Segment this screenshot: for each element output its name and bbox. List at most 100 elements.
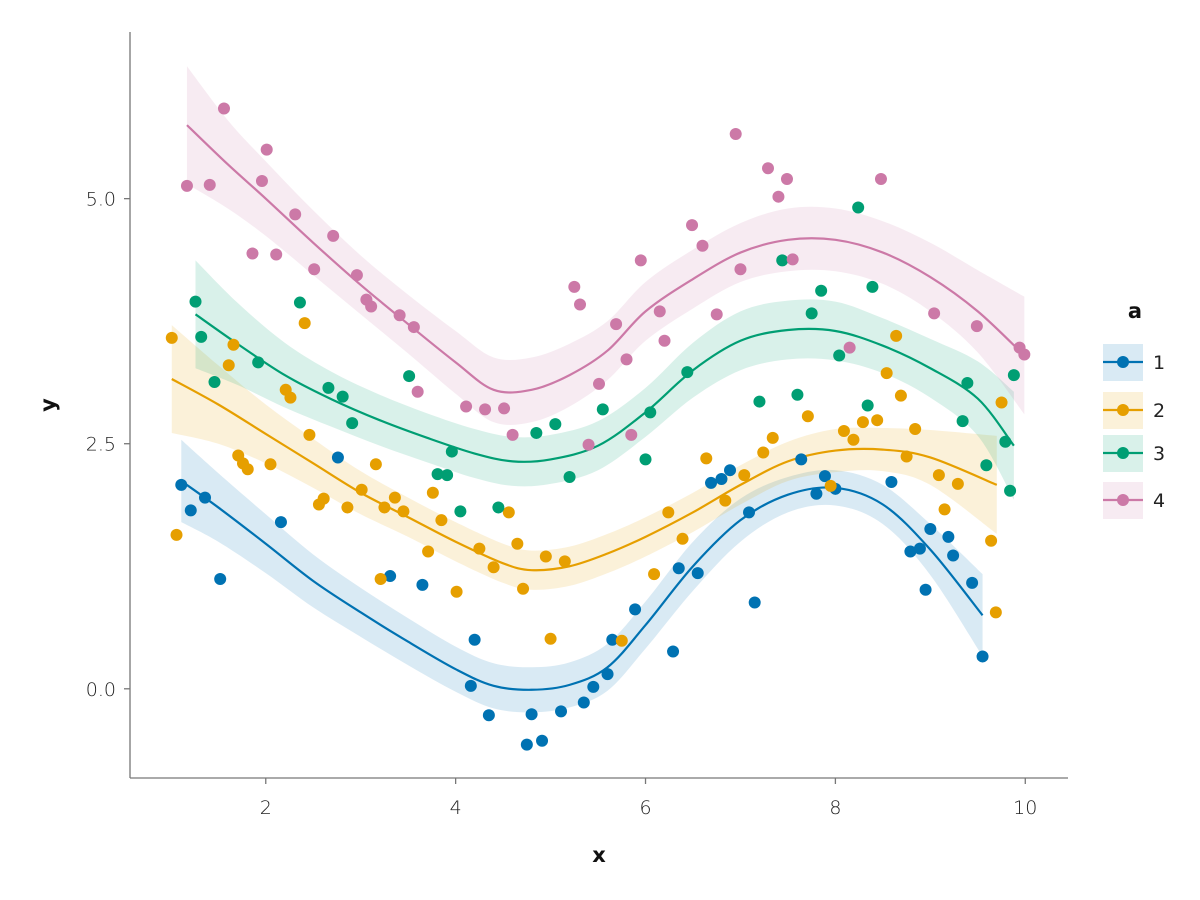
data-point-2 — [284, 391, 297, 404]
data-point-2 — [426, 486, 439, 499]
data-point-2 — [824, 479, 837, 492]
data-point-1 — [724, 464, 737, 477]
legend-label: 3 — [1153, 443, 1165, 465]
data-point-2 — [355, 483, 368, 496]
legend-item-2: 2 — [1103, 392, 1165, 429]
data-point-4 — [574, 298, 587, 311]
data-point-2 — [738, 469, 751, 482]
data-point-3 — [805, 307, 818, 320]
data-point-2 — [909, 423, 922, 436]
legend-marker — [1117, 494, 1129, 506]
data-point-2 — [700, 452, 713, 465]
data-point-3 — [445, 445, 458, 458]
data-point-3 — [189, 295, 202, 308]
data-point-4 — [217, 102, 230, 115]
data-point-3 — [322, 381, 335, 394]
data-point-4 — [327, 229, 340, 242]
data-point-2 — [951, 477, 964, 490]
data-point-4 — [610, 318, 623, 331]
data-point-4 — [350, 269, 363, 282]
data-point-4 — [653, 305, 666, 318]
data-point-4 — [246, 247, 259, 260]
data-point-2 — [539, 550, 552, 563]
legend-item-3: 3 — [1103, 435, 1165, 472]
data-point-4 — [874, 173, 887, 186]
data-point-4 — [411, 385, 424, 398]
data-point-2 — [422, 545, 435, 558]
data-point-2 — [989, 606, 1002, 619]
data-point-3 — [549, 418, 562, 431]
data-point-4 — [260, 143, 273, 156]
x-axis-title: x — [592, 843, 606, 867]
data-point-4 — [928, 307, 941, 320]
x-tick-label: 8 — [829, 797, 841, 819]
data-point-2 — [298, 317, 311, 330]
data-point-4 — [658, 334, 671, 347]
data-point-4 — [761, 162, 774, 175]
data-point-4 — [460, 400, 473, 413]
data-point-1 — [416, 578, 429, 591]
data-point-2 — [369, 458, 382, 471]
data-point-2 — [719, 494, 732, 507]
data-point-4 — [620, 353, 633, 366]
data-point-1 — [331, 451, 344, 464]
data-point-1 — [199, 491, 212, 504]
legend-label: 2 — [1153, 400, 1165, 422]
data-point-3 — [980, 459, 993, 472]
data-point-1 — [629, 603, 642, 616]
data-point-1 — [904, 545, 917, 558]
data-point-1 — [795, 453, 808, 466]
data-point-2 — [374, 573, 387, 586]
data-point-3 — [999, 435, 1012, 448]
data-point-1 — [924, 523, 937, 536]
data-point-2 — [890, 329, 903, 342]
data-point-3 — [639, 453, 652, 466]
data-point-3 — [431, 468, 444, 481]
data-point-3 — [753, 395, 766, 408]
legend: a 1 2 3 4 — [1103, 299, 1165, 519]
data-point-3 — [336, 390, 349, 403]
data-point-1 — [947, 549, 960, 562]
data-point-3 — [644, 406, 657, 419]
data-point-1 — [743, 506, 756, 519]
data-point-2 — [511, 537, 524, 550]
legend-marker — [1117, 447, 1129, 459]
data-point-2 — [932, 469, 945, 482]
data-point-2 — [900, 450, 913, 463]
data-point-1 — [810, 487, 823, 500]
data-point-1 — [384, 570, 397, 583]
data-point-2 — [227, 338, 240, 351]
data-point-1 — [520, 738, 533, 751]
data-point-1 — [577, 696, 590, 709]
data-point-2 — [222, 359, 235, 372]
data-point-2 — [170, 528, 183, 541]
data-point-4 — [568, 280, 581, 293]
legend-marker — [1117, 404, 1129, 416]
data-point-1 — [184, 504, 197, 517]
data-point-3 — [681, 366, 694, 379]
data-point-2 — [648, 568, 661, 581]
data-point-2 — [662, 506, 675, 519]
data-point-2 — [517, 582, 530, 595]
data-point-4 — [203, 178, 216, 191]
data-point-1 — [274, 516, 287, 529]
data-point-4 — [729, 127, 742, 140]
data-point-2 — [676, 532, 689, 545]
data-point-2 — [487, 561, 500, 574]
data-point-3 — [815, 284, 828, 297]
data-point-1 — [175, 478, 188, 491]
data-point-2 — [303, 428, 316, 441]
y-tick-label: 2.5 — [86, 434, 116, 456]
data-point-4 — [582, 438, 595, 451]
data-point-1 — [667, 645, 680, 658]
data-point-4 — [407, 321, 420, 334]
legend-title: a — [1128, 299, 1142, 323]
axes — [129, 32, 1068, 779]
data-point-3 — [833, 349, 846, 362]
data-point-4 — [365, 300, 378, 313]
data-point-1 — [525, 708, 538, 721]
data-point-4 — [710, 308, 723, 321]
data-point-1 — [214, 573, 227, 586]
data-point-1 — [691, 567, 704, 580]
y-tick-label: 5.0 — [86, 189, 116, 211]
